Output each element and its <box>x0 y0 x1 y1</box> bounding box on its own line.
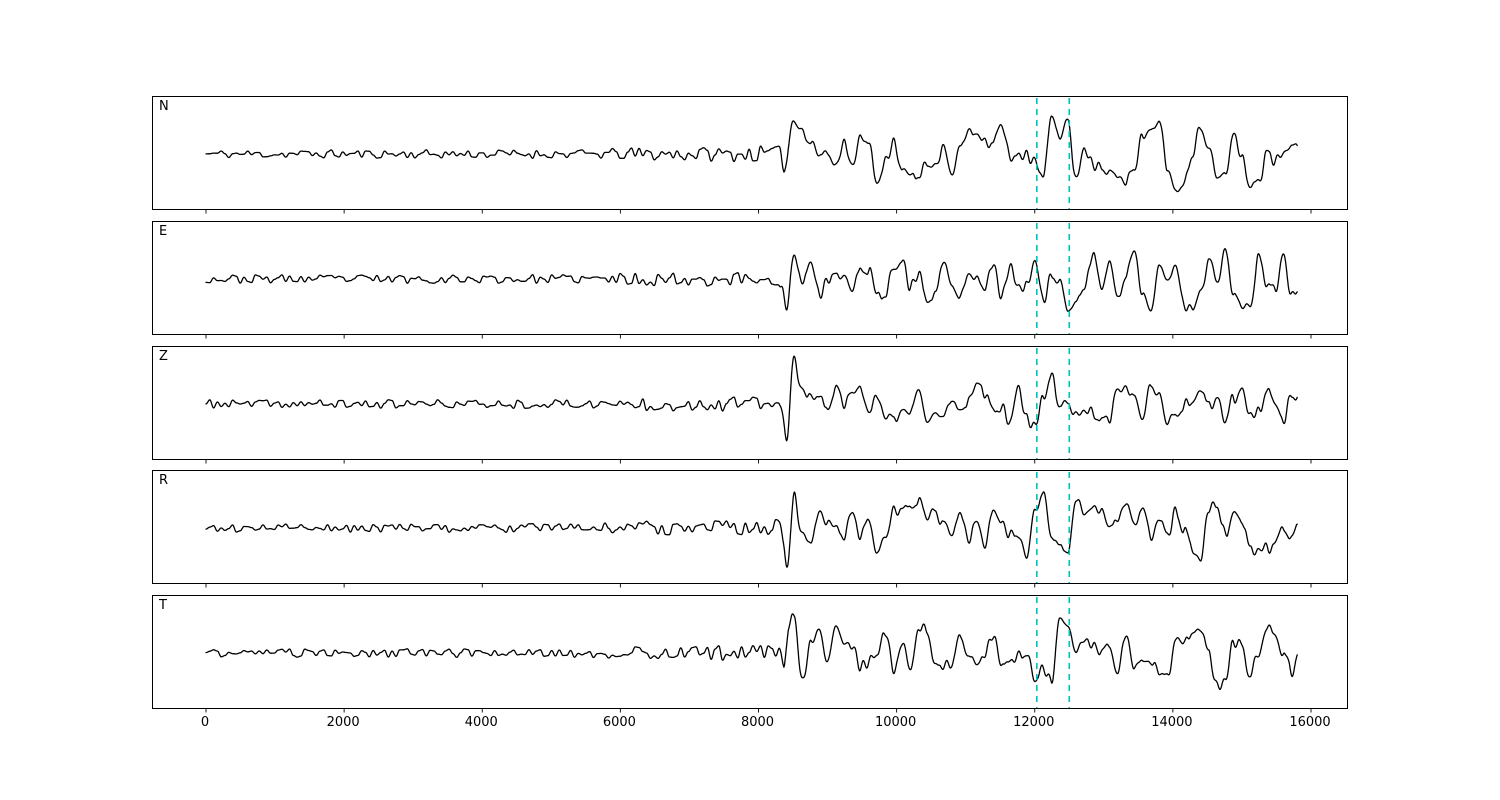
waveform-plot <box>205 472 1312 588</box>
waveform-trace <box>205 613 1298 691</box>
x-tick-label: 0 <box>200 715 210 730</box>
x-tick-label: 14000 <box>1151 715 1193 730</box>
x-tick-label: 4000 <box>464 715 498 730</box>
waveform-trace <box>205 115 1298 193</box>
waveform-panel-n: N <box>152 96 1348 214</box>
channel-label: E <box>159 223 168 239</box>
x-tick-label: 12000 <box>1013 715 1055 730</box>
waveform-plot <box>205 222 1312 339</box>
waveform-trace <box>205 355 1298 441</box>
channel-label: N <box>159 99 169 114</box>
x-tick-label: 8000 <box>740 715 775 730</box>
waveform-plot <box>205 597 1312 713</box>
channel-label: T <box>159 598 167 613</box>
channel-label: Z <box>159 348 168 364</box>
waveform-trace <box>205 247 1298 312</box>
waveform-panel-r: R <box>152 470 1348 588</box>
waveform-plot <box>205 347 1312 463</box>
x-tick-label: 10000 <box>874 715 917 730</box>
x-tick-label: 2000 <box>326 715 360 730</box>
waveform-panel-e: E <box>152 220 1348 339</box>
waveform-trace <box>205 491 1298 568</box>
waveform-panel-z: Z <box>152 345 1348 463</box>
x-tick-label: 6000 <box>602 715 636 730</box>
channel-label: R <box>159 473 169 489</box>
waveform-plot <box>205 98 1312 214</box>
waveform-panel-t: T <box>152 595 1348 713</box>
x-tick-label: 16000 <box>1289 715 1331 730</box>
